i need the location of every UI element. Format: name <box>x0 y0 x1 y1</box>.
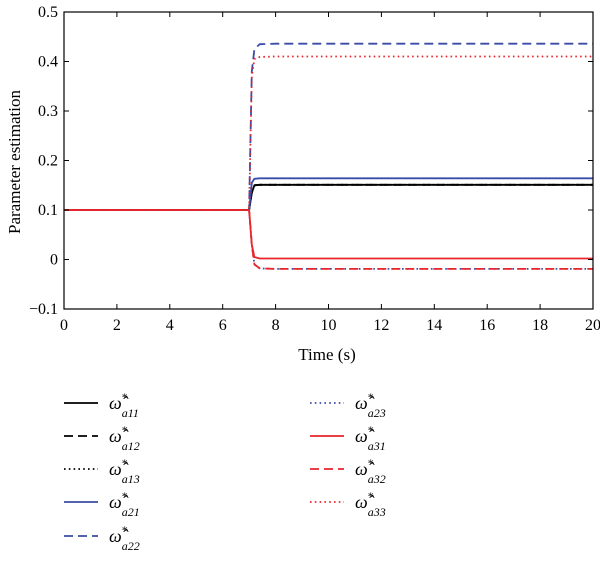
y-tick-label: 0 <box>50 252 58 269</box>
y-tick-label: −0.1 <box>29 301 58 318</box>
plot-area <box>64 42 593 270</box>
legend-label: ω̂* a31 <box>355 423 386 453</box>
series-line-a21 <box>64 177 593 211</box>
x-tick-label: 20 <box>585 317 600 334</box>
y-tick-label: 0.4 <box>38 54 58 71</box>
x-tick-label: 18 <box>532 317 548 334</box>
x-tick-label: 2 <box>113 317 121 334</box>
legend-item-a33: ω̂* a33 <box>310 489 386 519</box>
legend-label: ω̂* a11 <box>109 390 139 420</box>
legend-label: ω̂* a12 <box>109 423 140 453</box>
x-tick-label: 4 <box>166 317 174 334</box>
series-line-a11 <box>64 183 593 211</box>
legend-label: ω̂* a21 <box>109 489 140 519</box>
legend-label: ω̂* a22 <box>109 523 140 553</box>
x-tick-label: 10 <box>321 317 337 334</box>
y-axis-label: Parameter estimation <box>5 90 24 234</box>
legend-item-a13: ω̂* a13 <box>64 456 140 486</box>
x-tick-label: 6 <box>219 317 227 334</box>
series-line-a23 <box>64 209 593 270</box>
legend-item-a23: ω̂* a23 <box>310 390 386 420</box>
legend-item-a22: ω̂* a22 <box>64 523 140 553</box>
y-tick-label: 0.5 <box>38 4 58 21</box>
legend-item-a12: ω̂* a12 <box>64 423 140 453</box>
legend-item-a32: ω̂* a32 <box>310 456 386 486</box>
legend-label: ω̂* a23 <box>355 390 386 420</box>
x-tick-label: 14 <box>426 317 442 334</box>
legend-label: ω̂* a33 <box>355 489 386 519</box>
x-tick-label: 12 <box>373 317 389 334</box>
series-line-a33 <box>64 55 593 211</box>
x-tick-label: 0 <box>60 317 68 334</box>
series-line-a32 <box>64 209 593 270</box>
y-tick-label: 0.1 <box>38 202 58 219</box>
axes: 0 2 4 6 8 10 12 14 16 18 20−0.100.10.20.30.40.5 <box>29 4 600 334</box>
legend-label: ω̂* a32 <box>355 456 386 486</box>
x-tick-label: 16 <box>479 317 495 334</box>
legend-item-a11: ω̂* a11 <box>64 390 139 420</box>
y-tick-label: 0.2 <box>38 153 58 170</box>
y-tick-label: 0.3 <box>38 103 58 120</box>
series-line-a31 <box>64 209 593 260</box>
x-tick-label: 8 <box>272 317 280 334</box>
legend-label: ω̂* a13 <box>109 456 140 486</box>
x-axis-label: Time (s) <box>298 345 355 364</box>
legend-item-a21: ω̂* a21 <box>64 489 140 519</box>
series-line-a12 <box>64 183 593 211</box>
series-line-a13 <box>64 183 593 211</box>
legend-item-a31: ω̂* a31 <box>310 423 386 453</box>
